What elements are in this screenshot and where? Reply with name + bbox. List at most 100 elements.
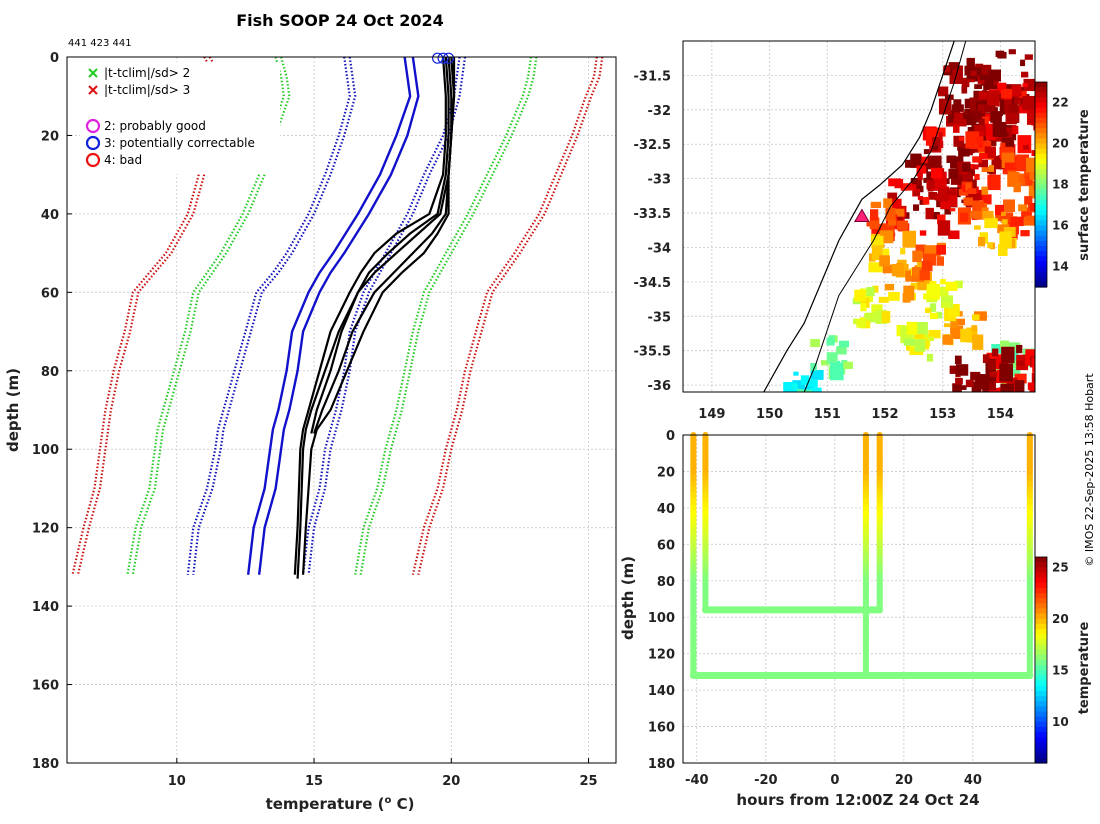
- sst-cell: [949, 365, 957, 374]
- sst-cell: [957, 184, 965, 192]
- lon-tick-label: 151: [814, 407, 841, 422]
- time-tick-label: -40: [685, 773, 709, 788]
- lat-tick-label: -34.5: [634, 276, 671, 291]
- sst-cell: [994, 204, 1004, 216]
- colorbar-segment: [1035, 169, 1047, 175]
- colorbar-segment: [1035, 582, 1047, 589]
- lat-tick-label: -35: [648, 310, 672, 325]
- map-panel: 149 150 151 152 153 154 -31.5 -32 -32.5 -33 -33.5 -…: [634, 40, 1092, 422]
- sst-cell: [810, 363, 817, 371]
- sst-cell: [945, 281, 958, 291]
- sst-cell: [887, 192, 898, 200]
- sst-cell: [971, 381, 982, 392]
- sst-cell: [1021, 71, 1029, 78]
- sst-cell: [916, 165, 927, 174]
- flag-markers: [431, 52, 455, 64]
- sst-cell: [969, 97, 981, 112]
- depth-tick-label: 180: [648, 757, 675, 772]
- sst-cell: [953, 124, 960, 133]
- sst-cell: [1029, 395, 1041, 403]
- sst-cell: [871, 245, 883, 261]
- colorbar-segment: [1035, 153, 1047, 160]
- sst-cell: [937, 187, 950, 202]
- sst-cell: [900, 248, 906, 255]
- sst-cell: [820, 360, 830, 366]
- sst-cell: [1023, 145, 1029, 150]
- sst-cell: [1036, 372, 1043, 380]
- lon-tick-label: 149: [698, 407, 725, 422]
- colorbar-segment: [1035, 726, 1047, 733]
- sst-cell: [963, 113, 970, 120]
- sst-cell: [974, 125, 987, 137]
- sst-cell: [1001, 212, 1014, 223]
- sst-cell: [952, 383, 962, 392]
- sst-field: [783, 49, 1048, 419]
- climatology-line: [257, 56, 420, 575]
- sst-cell: [972, 334, 984, 350]
- sst-cell: [948, 230, 960, 240]
- colorbar-segment: [1035, 184, 1047, 191]
- sst-cell: [936, 244, 946, 255]
- sst-cell: [804, 397, 812, 403]
- colorbar-segment: [1035, 225, 1047, 232]
- sst-cell: [917, 195, 923, 200]
- colorbar-tick-label: 25: [1052, 560, 1069, 574]
- sst-cell: [981, 64, 992, 76]
- legend-circle-icon: [85, 118, 101, 134]
- sst-cell: [982, 354, 990, 364]
- sst-cell: [1021, 207, 1032, 218]
- time-depth-grid: [683, 434, 1035, 764]
- colorbar-segment: [1035, 138, 1047, 145]
- sst-cell: [961, 85, 968, 94]
- y-tick-label: 180: [32, 757, 59, 772]
- sst-cell: [984, 105, 995, 113]
- climatology-line: [359, 56, 538, 575]
- y-tick-label: 100: [32, 443, 59, 458]
- sst-cell: [843, 361, 853, 370]
- colorbar-segment: [1035, 747, 1047, 754]
- x-tick-label: 15: [305, 774, 323, 789]
- sst-cell: [914, 339, 926, 352]
- sst-cell: [1029, 387, 1035, 392]
- sst-cell: [953, 99, 962, 106]
- legend-label: |t-tclim|/sd> 2: [104, 66, 190, 80]
- colorbar-segment: [1035, 665, 1047, 671]
- sst-cell: [902, 230, 917, 248]
- sst-cell: [1003, 199, 1016, 212]
- sst-cell: [997, 51, 1007, 59]
- sst-cell: [1016, 344, 1023, 354]
- sst-cell: [927, 155, 942, 170]
- sst-cell: [1026, 109, 1035, 125]
- sst-cell: [984, 91, 990, 98]
- temperature-profile: [293, 56, 447, 575]
- sst-cell: [1005, 111, 1017, 125]
- sst-cell: [869, 209, 879, 221]
- sst-cell: [888, 178, 901, 187]
- sst-cell: [969, 411, 979, 418]
- temperature-colorbar-label: temperature: [1077, 622, 1092, 715]
- colorbar-segment: [1035, 107, 1047, 114]
- sst-cell: [939, 184, 947, 189]
- sst-cell: [1039, 369, 1048, 375]
- temperature-profile: [313, 57, 456, 434]
- colorbar-tick-label: 20: [1052, 612, 1069, 626]
- sst-cell: [1012, 368, 1021, 377]
- climatology-line: [192, 56, 357, 575]
- sst-cell: [1033, 402, 1046, 419]
- sst-cell: [953, 135, 965, 147]
- climatology-line: [301, 56, 461, 575]
- colorbar-segment: [1035, 649, 1047, 656]
- sst-cell: [805, 379, 818, 388]
- sst-cell: [791, 383, 798, 390]
- sst-cell: [977, 236, 986, 247]
- sst-cell: [888, 219, 897, 226]
- sst-cell: [958, 188, 969, 196]
- colorbar-segment: [1035, 261, 1047, 268]
- colorbar-tick-label: 10: [1052, 715, 1069, 729]
- colorbar-segment: [1035, 639, 1047, 646]
- sst-cell: [1013, 182, 1021, 193]
- sst-cell: [938, 98, 952, 115]
- sst-cell: [973, 311, 987, 321]
- sst-cell: [926, 336, 934, 341]
- sst-cell: [940, 199, 951, 210]
